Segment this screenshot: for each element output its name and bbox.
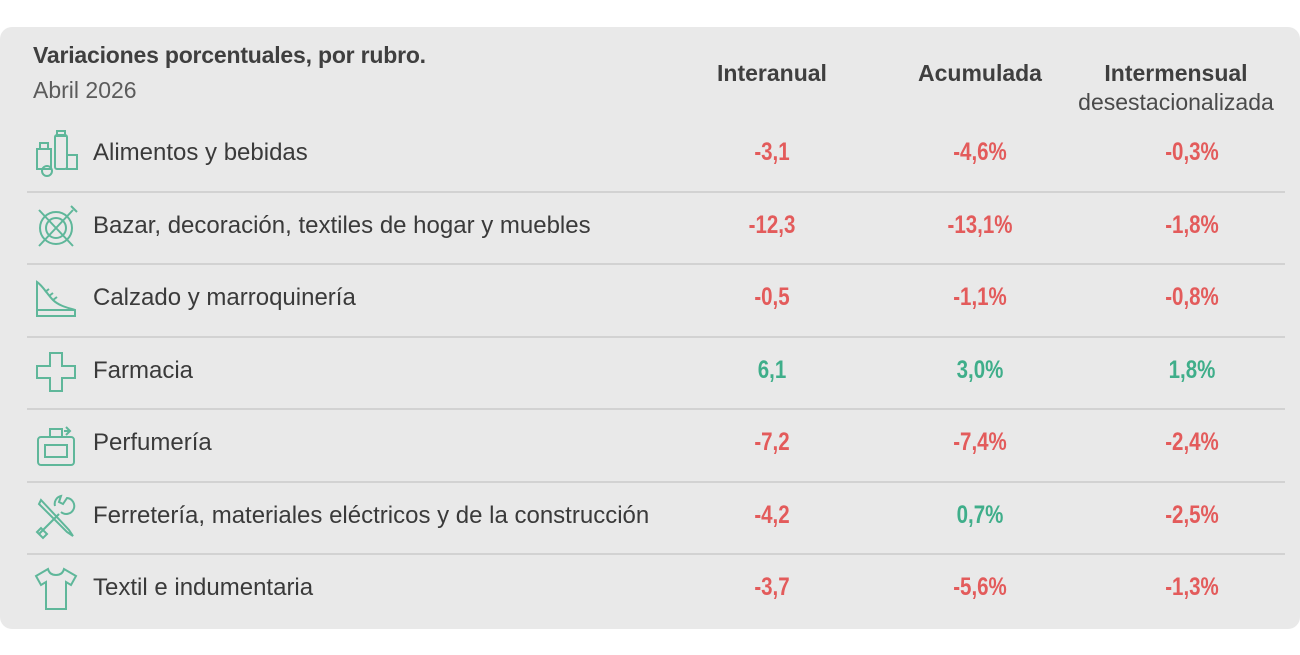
table-row: Farmacia 6,1 3,0% 1,8% [27, 337, 1285, 409]
column-header-intermensual: Intermensual desestacionalizada [1078, 60, 1274, 116]
value-acumulada: -4,6% [914, 138, 1045, 167]
value-interanual: -3,7 [706, 573, 837, 602]
tableware-icon [31, 202, 81, 252]
value-acumulada: -5,6% [914, 573, 1045, 602]
value-intermensual: -1,8% [1126, 211, 1257, 240]
value-intermensual: -0,3% [1126, 138, 1257, 167]
table-row: Perfumería -7,2 -7,4% -2,4% [27, 409, 1285, 481]
shirt-icon [31, 564, 81, 614]
row-label: Perfumería [93, 429, 212, 457]
value-interanual: 6,1 [706, 356, 837, 385]
value-intermensual: 1,8% [1126, 356, 1257, 385]
value-acumulada: -7,4% [914, 428, 1045, 457]
value-interanual: -12,3 [706, 211, 837, 240]
tools-icon [31, 492, 81, 542]
value-intermensual: -2,5% [1126, 501, 1257, 530]
column-header-label: Acumulada [918, 60, 1042, 86]
perfume-icon [31, 419, 81, 469]
row-label: Textil e indumentaria [93, 574, 313, 602]
value-acumulada: -1,1% [914, 283, 1045, 312]
column-header-sublabel: desestacionalizada [1078, 89, 1274, 116]
value-intermensual: -0,8% [1126, 283, 1257, 312]
table-title: Variaciones porcentuales, por rubro. [33, 42, 426, 69]
column-header-acumulada: Acumulada [900, 60, 1060, 87]
table-row: Alimentos y bebidas -3,1 -4,6% -0,3% [27, 119, 1285, 191]
table-row: Textil e indumentaria -3,7 -5,6% -1,3% [27, 554, 1285, 626]
table-row: Bazar, decoración, textiles de hogar y m… [27, 192, 1285, 264]
value-interanual: -7,2 [706, 428, 837, 457]
row-label: Alimentos y bebidas [93, 139, 308, 167]
shoe-icon [31, 274, 81, 324]
column-header-label: Intermensual [1104, 60, 1247, 86]
value-intermensual: -1,3% [1126, 573, 1257, 602]
column-header-label: Interanual [717, 60, 827, 86]
column-header-interanual: Interanual [692, 60, 852, 87]
value-interanual: -3,1 [706, 138, 837, 167]
grocery-icon [31, 129, 81, 179]
pharmacy-cross-icon [31, 347, 81, 397]
value-intermensual: -2,4% [1126, 428, 1257, 457]
row-label: Ferretería, materiales eléctricos y de l… [93, 502, 649, 530]
row-label: Bazar, decoración, textiles de hogar y m… [93, 212, 591, 240]
value-acumulada: -13,1% [914, 211, 1045, 240]
row-label: Calzado y marroquinería [93, 284, 356, 312]
table-row: Calzado y marroquinería -0,5 -1,1% -0,8% [27, 264, 1285, 336]
value-interanual: -4,2 [706, 501, 837, 530]
value-acumulada: 0,7% [914, 501, 1045, 530]
row-label: Farmacia [93, 357, 193, 385]
table-subtitle: Abril 2026 [33, 77, 137, 104]
table-row: Ferretería, materiales eléctricos y de l… [27, 482, 1285, 554]
value-acumulada: 3,0% [914, 356, 1045, 385]
value-interanual: -0,5 [706, 283, 837, 312]
